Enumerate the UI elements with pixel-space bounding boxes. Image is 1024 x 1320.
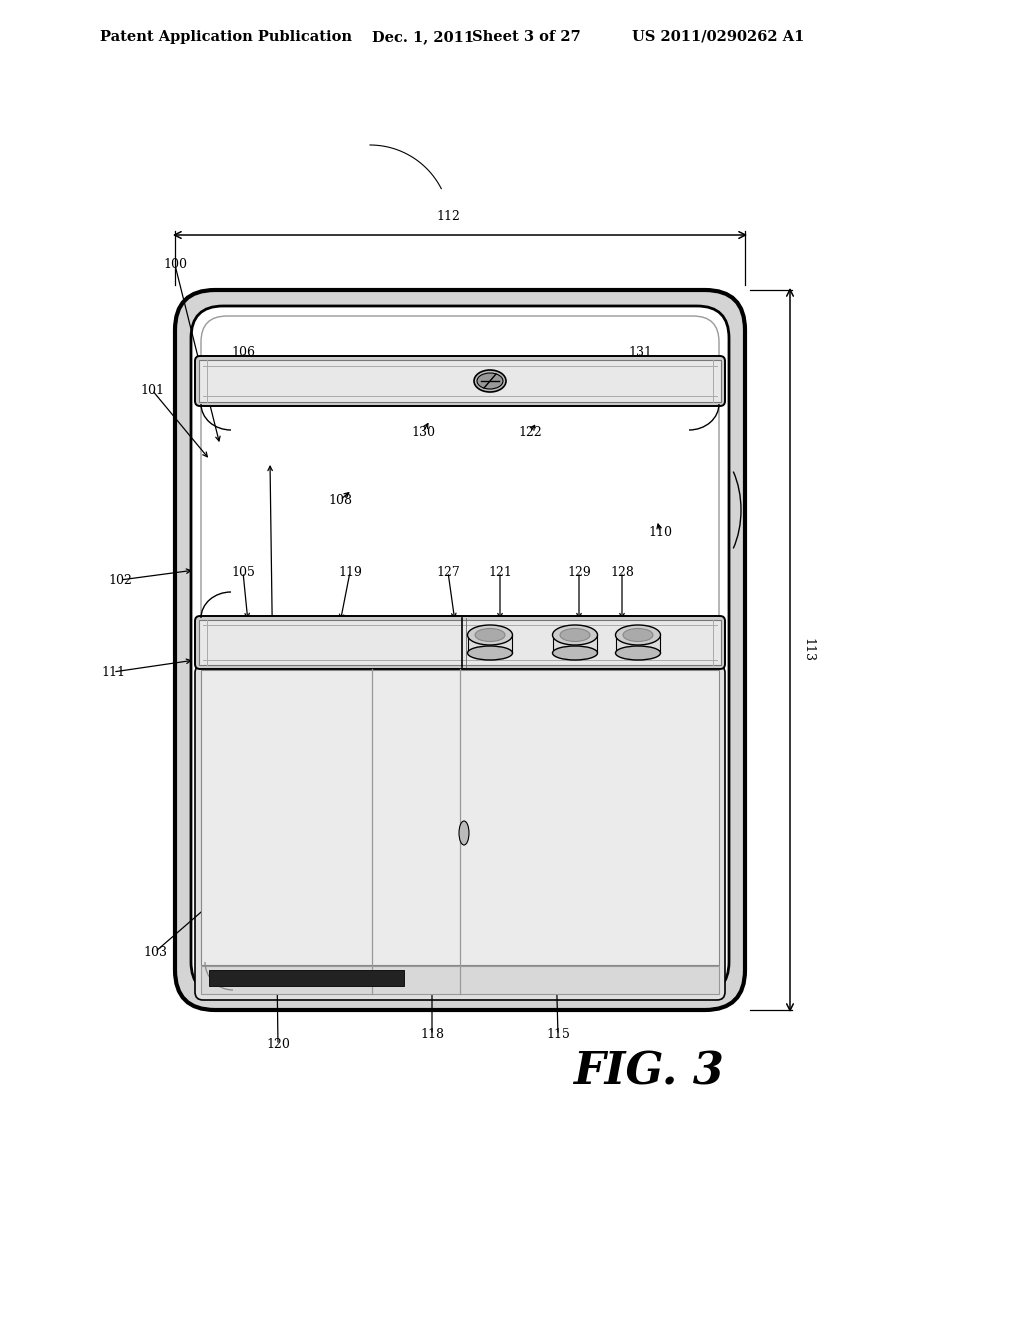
Ellipse shape [560,628,590,642]
Text: 106: 106 [231,346,255,359]
Text: 107: 107 [465,825,488,838]
Text: Dec. 1, 2011: Dec. 1, 2011 [372,30,474,44]
Text: 111: 111 [101,665,125,678]
Text: 130: 130 [411,425,435,438]
Text: 110: 110 [648,525,672,539]
Ellipse shape [474,370,506,392]
Text: 119: 119 [338,565,361,578]
Bar [199,360,721,403]
Text: 102: 102 [109,573,132,586]
Ellipse shape [615,624,660,645]
FancyBboxPatch shape [191,306,729,994]
Text: 100: 100 [163,259,187,272]
Text: FIG. 3: FIG. 3 [572,1051,723,1093]
Ellipse shape [475,628,505,642]
Text: 101: 101 [140,384,164,396]
Text: 127: 127 [436,565,460,578]
Ellipse shape [459,821,469,845]
Bar [209,970,404,986]
Text: 109: 109 [478,366,502,379]
Text: 108: 108 [328,494,352,507]
Ellipse shape [477,374,503,389]
FancyBboxPatch shape [195,356,725,407]
Bar [201,966,719,994]
Text: 131: 131 [628,346,652,359]
Text: 105: 105 [231,565,255,578]
Ellipse shape [468,645,512,660]
Bar [201,671,719,965]
Ellipse shape [553,645,597,660]
Text: 120: 120 [266,1039,290,1052]
Bar [553,635,597,653]
Text: 122: 122 [518,425,542,438]
Text: 129: 129 [567,565,591,578]
Text: 118: 118 [420,1028,444,1041]
FancyBboxPatch shape [195,665,725,1001]
Text: 121: 121 [488,565,512,578]
Bar [616,635,660,653]
Ellipse shape [553,624,597,645]
Bar [199,620,721,665]
Text: US 2011/0290262 A1: US 2011/0290262 A1 [632,30,805,44]
Text: 115: 115 [546,1028,570,1041]
Text: Sheet 3 of 27: Sheet 3 of 27 [472,30,581,44]
Text: Patent Application Publication: Patent Application Publication [100,30,352,44]
Ellipse shape [623,628,653,642]
Ellipse shape [615,645,660,660]
Text: 103: 103 [143,945,167,958]
Text: 128: 128 [610,565,634,578]
FancyBboxPatch shape [175,290,745,1010]
Text: 113: 113 [802,638,814,663]
Ellipse shape [468,624,512,645]
Text: 112: 112 [436,210,460,223]
FancyBboxPatch shape [195,616,725,669]
Bar [468,635,512,653]
